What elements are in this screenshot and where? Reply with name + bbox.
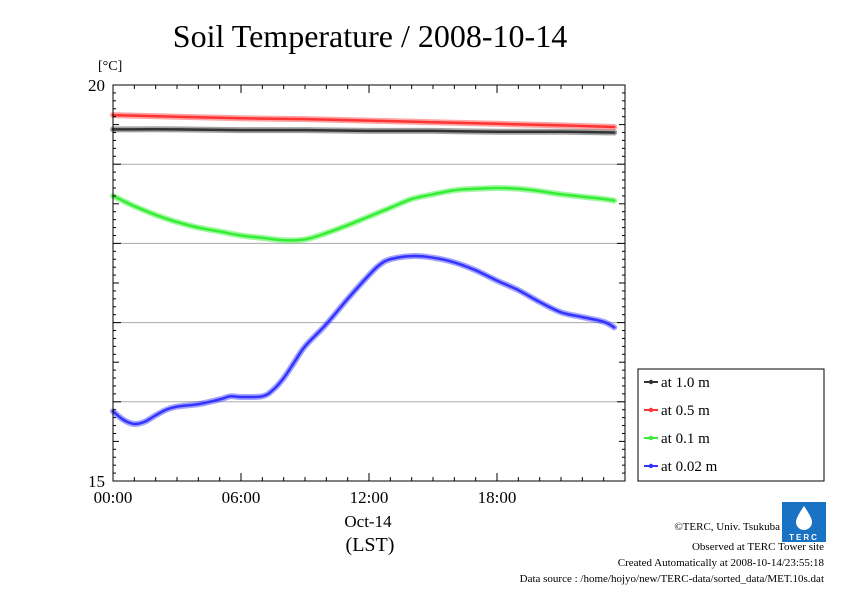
- chart-title: Soil Temperature / 2008-10-14: [173, 18, 567, 54]
- footer-copyright: ©TERC, Univ. Tsukuba: [674, 521, 780, 533]
- legend-label-at-1-0-m: at 1.0 m: [661, 375, 710, 391]
- legend-box: [637, 368, 825, 482]
- x-tick-label: 12:00: [350, 488, 389, 507]
- series-halo-at-0-1-m: [110, 184, 618, 244]
- grid-lines: [113, 163, 625, 403]
- x-tick-label: 18:00: [478, 488, 517, 507]
- series-line-at-0-1-m: [111, 186, 616, 242]
- footer-observed: Observed at TERC Tower site: [692, 541, 824, 553]
- water-drop-icon: [796, 506, 812, 530]
- legend-marker-at-0-1-m: [648, 435, 654, 441]
- footer-source: Data source : /home/hojyo/new/TERC-data/…: [520, 573, 824, 585]
- legend: at 1.0 m at 0.5 m at 0.1 m at 0.02 m: [637, 368, 825, 482]
- legend-marker-at-0-02-m: [648, 463, 654, 469]
- series-layer: [110, 112, 618, 428]
- legend-marker-at-0-5-m: [648, 407, 654, 413]
- legend-marker-at-1-0-m: [648, 379, 654, 385]
- x-tick-label: 06:00: [222, 488, 261, 507]
- series-line-at-1-0-m: [111, 128, 616, 134]
- terc-logo-band: [782, 532, 826, 542]
- series-line-at-0-02-m: [111, 254, 616, 426]
- x-tick-label: 00:00: [94, 488, 133, 507]
- x-axis-unit-label: (LST): [346, 534, 395, 556]
- terc-logo-text: TERC: [789, 533, 819, 542]
- footer-created: Created Automatically at 2008-10-14/23:5…: [618, 557, 825, 569]
- legend-label-at-0-5-m: at 0.5 m: [661, 403, 710, 419]
- plot-area-frame: [112, 84, 626, 482]
- y-tick-label: 15: [88, 472, 105, 491]
- terc-logo: TERC: [782, 502, 826, 542]
- x-ticks: 00:00 06:00 12:00 18:00: [94, 85, 626, 507]
- series-line-at-0-5-m: [111, 113, 616, 129]
- y-axis-unit-label: [°C]: [98, 59, 122, 74]
- legend-label-at-0-1-m: at 0.1 m: [661, 431, 710, 447]
- x-axis-date-label: Oct-14: [344, 512, 392, 531]
- legend-label-at-0-02-m: at 0.02 m: [661, 459, 718, 475]
- y-tick-label: 20: [88, 76, 105, 95]
